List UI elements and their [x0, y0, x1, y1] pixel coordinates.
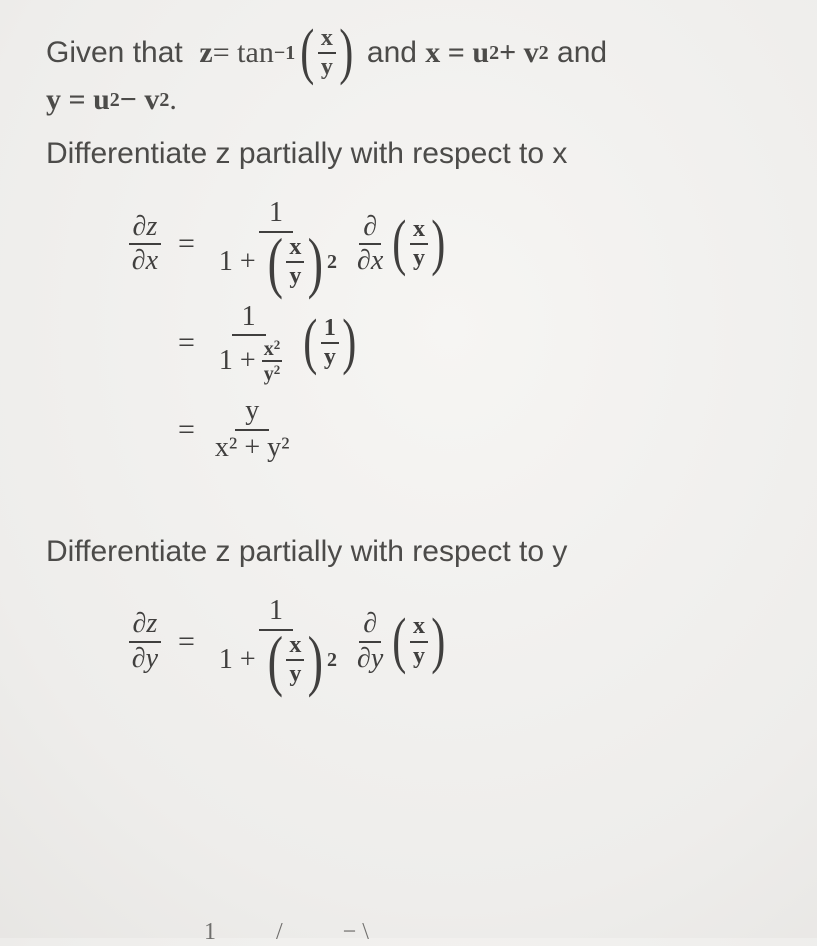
- text: y = u: [46, 76, 110, 124]
- eq-row: = y x² + y²: [46, 394, 779, 466]
- equals-sign: =: [168, 326, 205, 360]
- paren-frac-sq: ( x y ): [262, 633, 329, 687]
- text: and: [549, 29, 607, 77]
- eq-block-dy: ∂z ∂y = 1 1 + ( x y: [46, 594, 779, 689]
- cutoff-fragments: 1 / − \: [204, 911, 369, 938]
- text: + v: [499, 29, 539, 77]
- exp: 2: [110, 84, 120, 116]
- rhs-frac-2: 1 1 + x2 y2: [205, 300, 292, 387]
- text: x = u: [425, 29, 489, 77]
- text: .: [169, 76, 177, 124]
- exp: 2: [489, 37, 499, 69]
- instruction-dx: Differentiate z partially with respect t…: [46, 130, 779, 178]
- text: = tan: [213, 29, 274, 77]
- text: − v: [120, 76, 160, 124]
- frac: x y: [318, 26, 336, 80]
- text: and: [359, 29, 426, 77]
- rhs-frac-3: y x² + y²: [205, 394, 300, 466]
- exponent-neg1: −1: [274, 37, 295, 69]
- rhs-frac-1: 1 1 + ( x y ) 2: [205, 196, 347, 291]
- var-z: z: [199, 29, 212, 77]
- left-paren-icon: (: [301, 28, 315, 78]
- paren-frac-x-over-y: ( x y ): [295, 26, 358, 80]
- dz-dy: ∂z ∂y: [128, 608, 162, 674]
- given-line-2: y = u 2 − v 2 .: [46, 76, 779, 124]
- instruction-dy: Differentiate z partially with respect t…: [46, 528, 779, 576]
- given-line-1: Given that z = tan −1 ( x y ) and x = u …: [46, 26, 779, 80]
- dz-dx: ∂z ∂x: [128, 211, 162, 277]
- eq-row: = 1 1 + x2 y2 ( 1: [46, 300, 779, 387]
- equals-sign: =: [168, 413, 205, 447]
- eq-row: ∂z ∂y = 1 1 + ( x y: [46, 594, 779, 689]
- paren-frac-1-over-y: ( 1 y ): [298, 316, 361, 370]
- paren-frac-x-over-y: ( x y ): [387, 217, 450, 271]
- operator-d-dy: ∂ ∂y ( x y ): [353, 608, 451, 674]
- exp: 2: [539, 37, 549, 69]
- paren-frac-sq: ( x y ): [262, 235, 329, 289]
- paren-frac-x-over-y: ( x y ): [387, 614, 450, 668]
- frac-x2-y2: x2 y2: [262, 338, 283, 384]
- page: Given that z = tan −1 ( x y ) and x = u …: [0, 0, 817, 689]
- operator-d-dx: ∂ ∂x ( x y ): [353, 211, 451, 277]
- equals-sign: =: [168, 625, 205, 659]
- text: Given that: [46, 29, 199, 77]
- equals-sign: =: [168, 227, 205, 261]
- exp: 2: [159, 84, 169, 116]
- right-paren-icon: ): [339, 28, 353, 78]
- eq-block-dx: ∂z ∂x = 1 1 + ( x y: [46, 196, 779, 466]
- eq-row: ∂z ∂x = 1 1 + ( x y: [46, 196, 779, 291]
- rhs-frac-dy-1: 1 1 + ( x y ) 2: [205, 594, 347, 689]
